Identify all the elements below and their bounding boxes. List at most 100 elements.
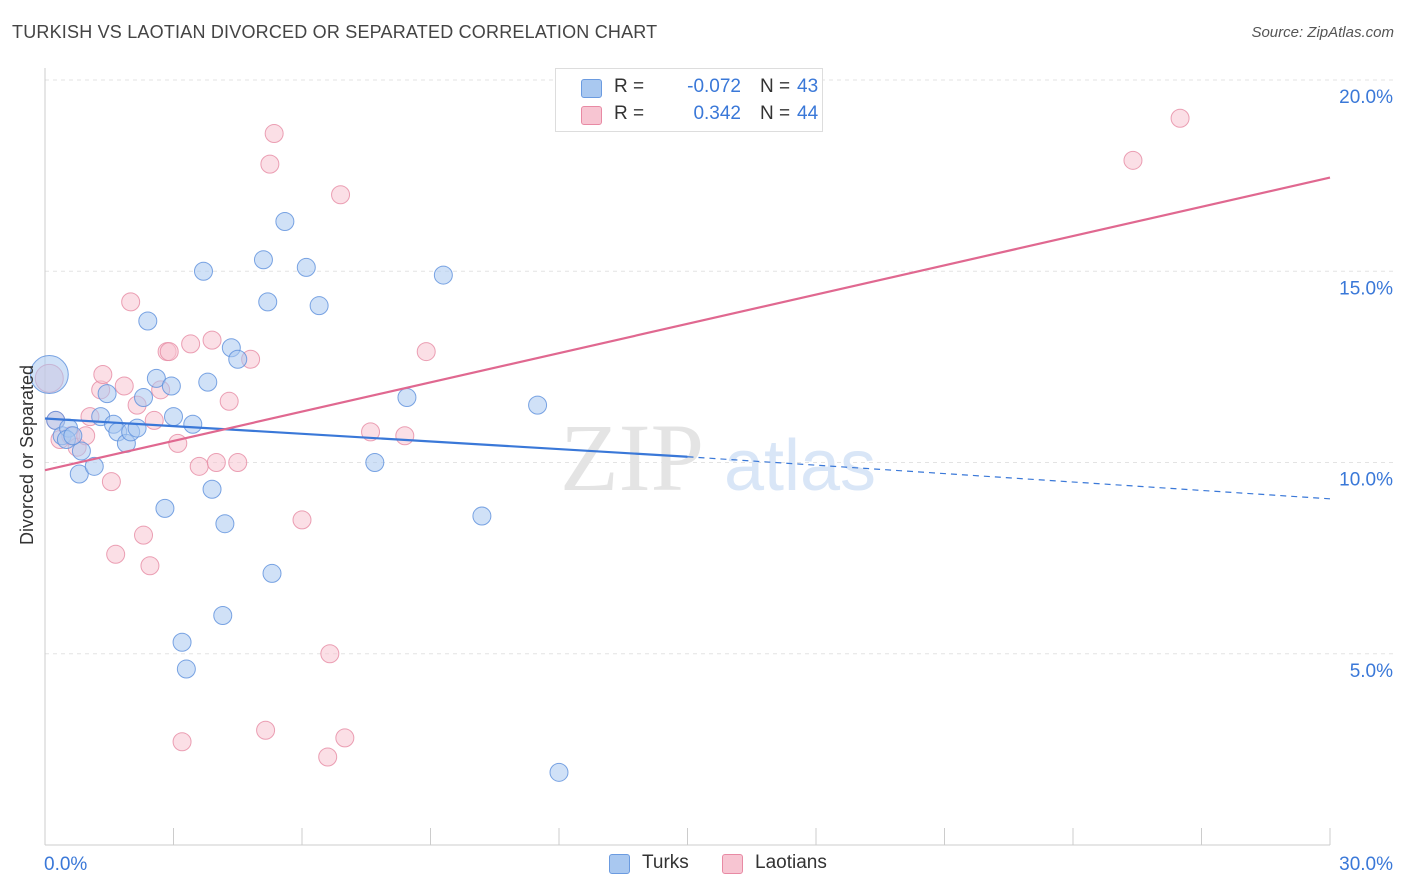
n-label: N = [760, 76, 791, 97]
watermark-zip: ZIP [560, 404, 704, 511]
turks-point [71, 441, 91, 461]
x-tick-label: 0.0% [44, 854, 87, 875]
watermark-atlas: atlas [724, 426, 876, 506]
laotians-point [331, 185, 351, 205]
turks-point [296, 257, 316, 277]
turks-point [164, 407, 183, 427]
turks-point [365, 453, 385, 472]
legend-label-turks: Turks [642, 852, 689, 873]
laotians-point [395, 426, 415, 446]
laotians-point [202, 330, 222, 350]
laotians-point [144, 410, 164, 430]
laotians-point [264, 124, 284, 144]
r-value: -0.072 [687, 76, 741, 97]
y-tick-label: 15.0% [1339, 278, 1393, 299]
turks-point [528, 395, 548, 415]
turks-swatch [609, 854, 630, 874]
laotians-point [114, 376, 134, 396]
turks-point [309, 296, 329, 316]
y-tick-label: 20.0% [1339, 87, 1393, 108]
correlation-legend: R = -0.072 N = 43 R = 0.342 N = 44 [555, 68, 823, 132]
turks-point [275, 212, 295, 232]
laotians-point [106, 544, 126, 564]
laotians-point [93, 365, 113, 385]
turks-point [198, 372, 218, 392]
turks-point [161, 376, 181, 396]
n-value: 44 [797, 103, 819, 124]
turks-trendline-extension [687, 456, 1331, 500]
turks-point [433, 265, 453, 285]
laotians-point [101, 472, 121, 492]
laotians-point [206, 453, 226, 472]
turks-point [29, 355, 69, 395]
laotians-point [416, 342, 436, 362]
turks-point [215, 514, 235, 534]
turks-point [138, 311, 158, 331]
r-value: 0.342 [693, 103, 741, 124]
tick-labels: 5.0% 10.0% 15.0% 20.0% 0.0% 30.0% [44, 87, 1393, 875]
laotians-point [256, 720, 276, 740]
laotians-point [318, 747, 338, 767]
laotians-swatch [722, 854, 743, 874]
laotians-point [228, 453, 248, 472]
turks-point [213, 606, 233, 625]
y-tick-label: 5.0% [1350, 661, 1393, 682]
legend-label-laotians: Laotians [755, 852, 827, 873]
laotians-point [292, 510, 312, 530]
laotians-point [181, 334, 201, 354]
turks-point [183, 414, 203, 434]
turks-points [29, 212, 569, 782]
turks-swatch [581, 79, 602, 98]
r-label: R = [614, 76, 645, 97]
laotians-point [335, 728, 355, 748]
laotians-point [121, 292, 141, 312]
laotians-point [320, 644, 340, 664]
turks-point [127, 418, 147, 438]
turks-point [97, 384, 117, 404]
turks-point [155, 498, 175, 518]
laotians-point [361, 422, 381, 442]
n-value: 43 [797, 76, 819, 97]
laotians-point [1170, 108, 1190, 128]
laotians-swatch [581, 106, 602, 125]
watermark: ZIP atlas [560, 404, 876, 511]
turks-point [146, 368, 166, 388]
laotians-trendline [44, 176, 1331, 472]
turks-point [258, 292, 278, 312]
turks-point [253, 250, 273, 270]
source-label: Source: ZipAtlas.com [1251, 24, 1394, 41]
laotians-point [1123, 150, 1143, 170]
turks-point [228, 349, 248, 369]
r-label: R = [614, 103, 645, 124]
turks-point [176, 659, 196, 679]
turks-point [397, 387, 417, 407]
turks-point [63, 426, 83, 446]
axes [44, 68, 1331, 846]
laotians-point [159, 342, 179, 362]
laotians-point [172, 732, 192, 752]
y-tick-label: 10.0% [1339, 470, 1393, 491]
turks-trendline [44, 417, 688, 458]
turks-point [134, 387, 154, 407]
laotians-point [260, 154, 280, 174]
laotians-point [134, 525, 154, 545]
turks-point [84, 456, 104, 476]
turks-point [172, 632, 192, 652]
turks-point [202, 479, 222, 499]
chart-title: TURKISH VS LAOTIAN DIVORCED OR SEPARATED… [12, 22, 658, 42]
turks-point [549, 762, 569, 782]
series-legend: Turks Laotians [0, 852, 1406, 876]
turks-point [262, 563, 282, 583]
laotians-point [140, 556, 160, 576]
n-label: N = [760, 103, 791, 124]
x-tick-label: 30.0% [1339, 854, 1393, 875]
laotians-point [168, 433, 188, 453]
turks-point [472, 506, 492, 526]
y-axis-label: Divorced or Separated [17, 365, 37, 545]
turks-point [193, 261, 213, 281]
laotians-point [219, 391, 239, 411]
turks-point [69, 464, 89, 484]
trendlines [44, 176, 1331, 500]
laotians-point [189, 456, 209, 476]
